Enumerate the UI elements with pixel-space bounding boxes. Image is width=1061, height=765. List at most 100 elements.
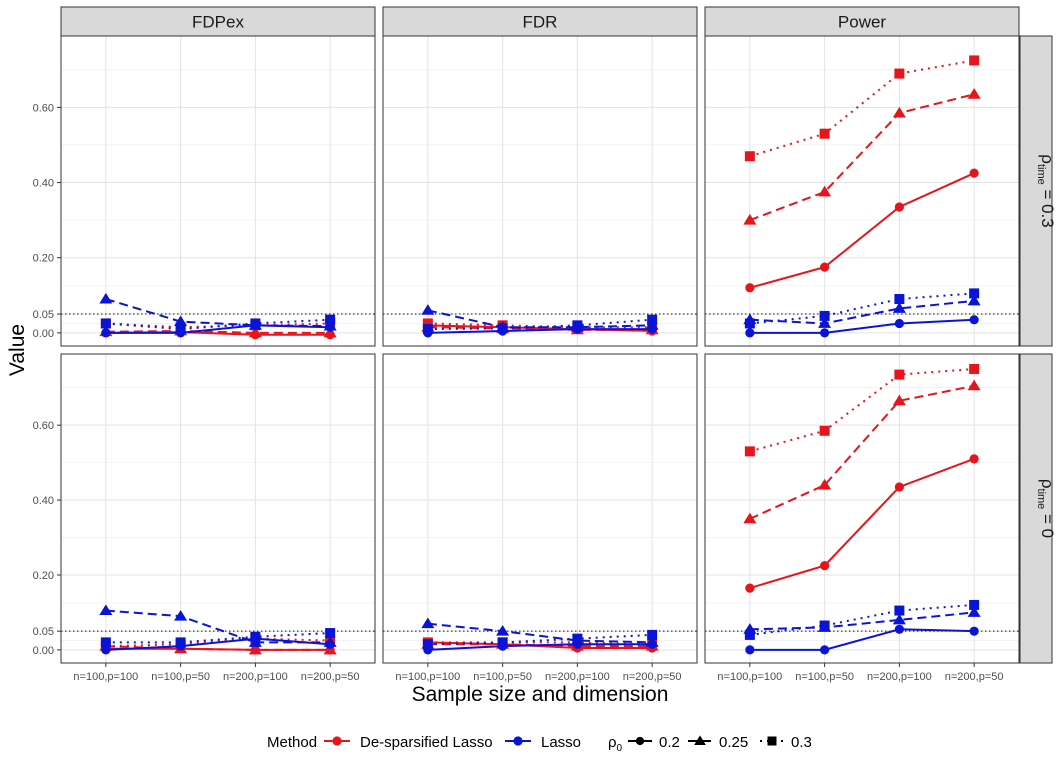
data-point xyxy=(100,318,111,329)
row-label-value: = 0 xyxy=(1038,509,1057,538)
data-point xyxy=(820,328,830,338)
series-line xyxy=(105,329,331,334)
data-point xyxy=(819,128,830,139)
x-tick-label: n=100,p=100 xyxy=(395,671,460,683)
series-line xyxy=(427,641,653,646)
series-line xyxy=(749,318,975,334)
panel-background xyxy=(61,354,375,663)
data-point xyxy=(820,262,830,272)
data-point xyxy=(497,637,508,648)
series-line xyxy=(749,457,975,590)
row-strip-2: ρtime = 0 xyxy=(1019,353,1057,664)
x-tick-label: n=200,p=100 xyxy=(545,671,610,683)
x-tick-label: n=200,p=100 xyxy=(867,671,932,683)
data-point xyxy=(496,624,510,636)
legend-label: De-sparsified Lasso xyxy=(360,734,493,751)
panel-r1-c2 xyxy=(382,35,698,347)
series-lasso-rho-0.3 xyxy=(100,628,336,648)
row-strip-1: ρtime = 0.3 xyxy=(1019,35,1057,347)
legend-label: Lasso xyxy=(541,734,581,751)
data-point xyxy=(967,606,981,617)
row-strip-label: ρtime = 0 xyxy=(1035,479,1057,538)
y-tick-label: 0.20 xyxy=(33,253,54,265)
data-point xyxy=(818,185,832,197)
panel-background xyxy=(705,354,1019,663)
legend-item-rho-0.2: 0.2 xyxy=(628,734,680,751)
panel-r1-c1 xyxy=(60,35,376,347)
series-de-sparsified-lasso-rho-0.3 xyxy=(744,363,980,457)
series-line xyxy=(749,299,975,325)
data-point xyxy=(572,633,583,644)
data-point xyxy=(892,302,906,313)
series-lasso-rho-0.2 xyxy=(745,624,979,655)
strip-background xyxy=(382,6,698,37)
data-point xyxy=(894,369,905,380)
series-lasso-rho-0.3 xyxy=(422,629,658,650)
strip-label: Power xyxy=(838,13,887,32)
row-label-subscript: time xyxy=(1035,489,1047,510)
series-line xyxy=(749,292,975,325)
data-point xyxy=(818,317,832,328)
data-point xyxy=(744,446,755,457)
data-point xyxy=(894,202,904,212)
x-tick-label: n=100,p=100 xyxy=(717,671,782,683)
data-point xyxy=(745,583,755,593)
series-line xyxy=(427,318,653,331)
series-line xyxy=(749,611,975,631)
legend-label: 0.3 xyxy=(791,734,812,751)
x-tick-label: n=100,p=50 xyxy=(795,671,854,683)
series-line xyxy=(105,298,331,328)
y-tick-label: 0.05 xyxy=(33,309,54,321)
strip-power: Power xyxy=(704,6,1020,37)
series-line xyxy=(749,59,975,158)
series-line xyxy=(749,93,975,222)
panel-border xyxy=(704,353,1020,664)
series-line xyxy=(105,637,331,651)
row-label-symbol: ρ xyxy=(1038,154,1057,164)
x-axis-title: Sample size and dimension xyxy=(412,683,669,706)
data-point xyxy=(647,314,658,325)
data-point xyxy=(820,561,830,571)
x-tick-label: n=200,p=50 xyxy=(301,671,360,683)
series-line xyxy=(105,632,331,644)
series-de-sparsified-lasso-rho-0.25 xyxy=(743,88,981,225)
legend-key-marker xyxy=(767,736,777,746)
data-point xyxy=(967,294,981,306)
data-point xyxy=(174,315,188,327)
series-line xyxy=(749,384,975,520)
data-point xyxy=(647,629,658,640)
panel-r2-c3 xyxy=(704,353,1020,664)
data-point xyxy=(819,310,830,321)
data-point xyxy=(743,512,757,524)
data-point xyxy=(819,620,830,631)
data-point xyxy=(743,213,757,225)
row-strip-background xyxy=(1019,353,1053,664)
data-point xyxy=(745,645,755,655)
legend-label: 0.25 xyxy=(719,734,748,751)
data-point xyxy=(892,613,906,625)
data-point xyxy=(894,624,904,634)
legend-item-lasso: Lasso xyxy=(505,734,581,751)
data-point xyxy=(248,326,262,338)
strip-fdr: FDR xyxy=(382,6,698,37)
data-point xyxy=(820,645,830,655)
series-de-sparsified-lasso-rho-0.3 xyxy=(744,55,980,162)
data-point xyxy=(101,328,111,338)
panel-border xyxy=(382,353,698,664)
x-tick-label: n=200,p=100 xyxy=(223,671,288,683)
series-lasso-rho-0.3 xyxy=(744,288,980,329)
legend-item-rho-0.3: 0.3 xyxy=(760,734,812,751)
data-point xyxy=(100,637,111,648)
series-line xyxy=(105,318,331,331)
x-tick-label: n=100,p=100 xyxy=(73,671,138,683)
series-line xyxy=(749,603,975,636)
data-point xyxy=(894,318,904,329)
legend-rho-title: ρ0 xyxy=(608,734,623,754)
series-lasso-rho-0.2 xyxy=(745,315,979,338)
y-tick-label: 0.40 xyxy=(33,178,54,190)
data-point xyxy=(421,617,435,629)
row-label-subscript: time xyxy=(1035,164,1047,185)
y-tick-label: 0.40 xyxy=(33,495,54,507)
data-point xyxy=(323,326,337,338)
data-point xyxy=(497,323,508,334)
